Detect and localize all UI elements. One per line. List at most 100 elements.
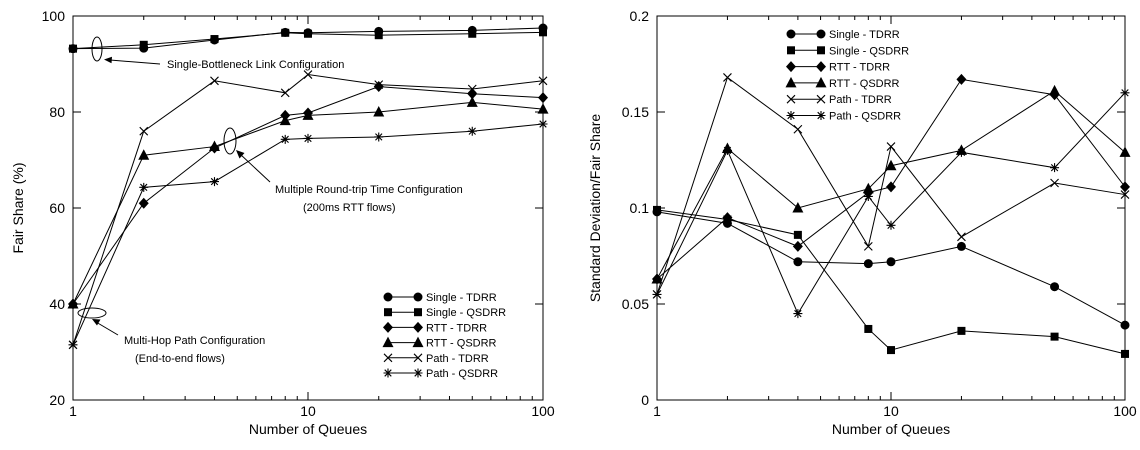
- data-point: [956, 73, 967, 85]
- data-point: [886, 220, 896, 230]
- data-point: [722, 145, 732, 155]
- data-point: [467, 84, 477, 94]
- legend-marker: [413, 353, 423, 363]
- legend-marker: [817, 46, 825, 55]
- data-point: [792, 240, 803, 252]
- data-point: [69, 44, 77, 53]
- legend-marker: [383, 368, 393, 378]
- y-tick-label: 100: [42, 8, 66, 24]
- annotation-ellipse: [91, 36, 103, 62]
- annotation-ellipse: [77, 307, 107, 319]
- data-point: [793, 124, 803, 134]
- data-point: [1120, 190, 1130, 199]
- series-single-qsdrr: [69, 28, 547, 53]
- legend-label: Single - QSDRR: [426, 307, 506, 319]
- legend-marker: [787, 46, 795, 55]
- data-point: [723, 73, 732, 82]
- data-point: [467, 126, 477, 136]
- data-point: [862, 182, 874, 194]
- y-tick-label: 60: [49, 200, 65, 216]
- legend-marker: [384, 308, 392, 317]
- legend-label: Path - QSDRR: [829, 111, 901, 123]
- annotation-arrow: [95, 321, 119, 336]
- data-point: [1049, 84, 1061, 96]
- data-point: [793, 309, 803, 319]
- legend-label: Path - QSDRR: [426, 368, 498, 380]
- annotation-rtt-sub: (200ms RTT flows): [303, 202, 396, 214]
- data-point: [538, 76, 548, 86]
- data-point: [373, 106, 385, 117]
- legend-label: Single - TDRR: [426, 292, 497, 304]
- series-path-qsdrr: [652, 88, 1130, 319]
- annotation-path-sub: (End-to-end flows): [135, 353, 225, 365]
- data-point: [374, 132, 384, 142]
- legend-marker: [382, 336, 394, 348]
- data-point: [793, 230, 802, 239]
- legend-label: RTT - TDRR: [829, 62, 890, 74]
- legend-label: RTT - QSDRR: [829, 78, 900, 90]
- legend-marker: [383, 353, 393, 363]
- data-point: [653, 205, 661, 214]
- data-point: [139, 126, 149, 136]
- annotation-path: Multi-Hop Path Configuration: [124, 335, 265, 347]
- legend-marker: [816, 29, 826, 39]
- data-point: [1120, 320, 1130, 330]
- data-point: [957, 232, 966, 242]
- legend-marker: [816, 111, 826, 120]
- data-point: [279, 114, 291, 126]
- legend-label: RTT - QSDRR: [426, 338, 497, 350]
- fair-share-chart: 1 10 100 20 40 60 80 100 Number of Queues Fair Sh…: [10, 8, 555, 437]
- legend-label: RTT - TDRR: [426, 322, 487, 334]
- data-point: [67, 298, 79, 309]
- annotation-ellipse: [223, 127, 237, 155]
- series-path-qsdrr: [68, 119, 548, 350]
- legend-label: Path - TDRR: [426, 353, 489, 365]
- data-point: [886, 257, 896, 267]
- series-line: [72, 31, 544, 50]
- data-point: [864, 324, 873, 333]
- series-line: [656, 90, 1126, 280]
- data-point: [863, 242, 873, 251]
- data-point: [722, 212, 733, 224]
- legend-marker: [786, 94, 796, 104]
- data-point: [1120, 88, 1130, 98]
- series-line: [656, 209, 1126, 355]
- x-axis-label: Number of Queues: [832, 421, 950, 437]
- legend-label: Single - QSDRR: [829, 45, 909, 57]
- legend-marker: [413, 321, 423, 333]
- data-point: [538, 92, 548, 104]
- data-point: [793, 257, 803, 267]
- annotation-arrowhead: [92, 319, 101, 326]
- legend-label: Single - TDRR: [829, 29, 900, 41]
- x-tick-label: 100: [531, 403, 555, 419]
- data-point: [468, 29, 477, 38]
- y-tick-label: 80: [49, 104, 65, 120]
- data-point: [537, 103, 549, 114]
- data-point: [538, 119, 548, 129]
- data-point: [957, 326, 966, 335]
- data-point: [887, 346, 895, 355]
- legend-marker: [786, 61, 796, 73]
- legend-marker: [815, 76, 827, 88]
- data-point: [956, 147, 966, 157]
- x-tick-label: 1: [69, 403, 77, 419]
- x-tick-label: 100: [1113, 403, 1137, 419]
- y-tick-label: 20: [49, 392, 65, 408]
- legend-marker: [816, 94, 826, 104]
- data-point: [1050, 178, 1059, 188]
- data-point: [281, 28, 290, 37]
- series-line: [72, 74, 544, 345]
- legend: Single - TDRR Single - QSDRR RTT - TDRR RTT…: [382, 292, 506, 380]
- series-line: [72, 101, 544, 305]
- series-line: [656, 92, 1126, 315]
- series-line: [656, 76, 1126, 295]
- data-point: [651, 273, 663, 284]
- data-point: [302, 109, 314, 120]
- data-point: [208, 140, 220, 152]
- data-point: [139, 182, 149, 192]
- series-single-tdrr: [652, 207, 1130, 330]
- series-line: [72, 27, 544, 50]
- series-line: [656, 78, 1126, 280]
- annotation-arrowhead: [236, 150, 245, 159]
- y-tick-label: 0.15: [622, 104, 649, 120]
